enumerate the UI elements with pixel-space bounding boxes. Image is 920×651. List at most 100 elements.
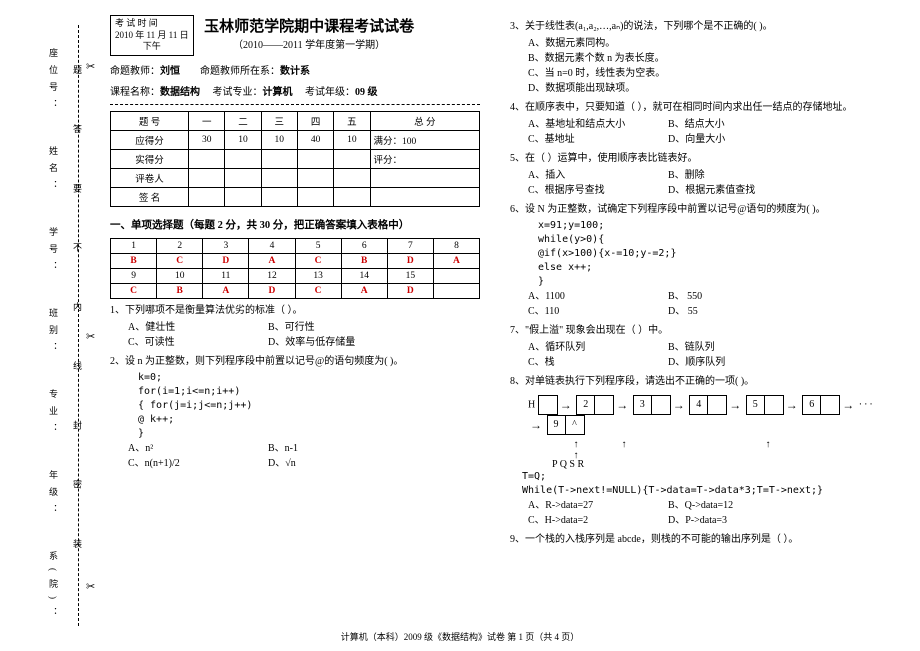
node: ^	[566, 416, 584, 434]
code-line: T=Q;	[522, 470, 880, 484]
cell: D	[387, 254, 433, 269]
teacher-line: 命题教师：刘恒 命题教师所在系：数计系	[110, 62, 480, 77]
label: 考试专业：	[213, 87, 263, 98]
cell: 10	[225, 131, 261, 150]
score-table: 题 号 一 二 三 四 五 总 分 应得分 30 10 10 40 10 满分：…	[110, 111, 480, 207]
cell: A	[203, 284, 249, 299]
pointer-names: P Q S R	[552, 459, 880, 470]
opt: D、向量大小	[668, 132, 808, 147]
code-line: @if(x>100){x-=10;y-=2;}	[538, 247, 880, 261]
opt: D、顺序队列	[668, 355, 808, 370]
question-4: 4、在顺序表中，只要知道（ ），就可在相同时间内求出任一结点的存储地址。	[510, 101, 880, 115]
cell: 10	[261, 131, 297, 150]
seal-line-text: 题 答 要 不 内 线 封 密 装	[71, 65, 84, 572]
header: 一	[189, 112, 225, 131]
cell: 40	[297, 131, 333, 150]
opt: A、循环队列	[528, 340, 668, 355]
code-line: @ k++;	[138, 413, 480, 427]
cell: B	[341, 254, 387, 269]
opt: B、数据元素个数 n 为表长度。	[528, 51, 880, 66]
exam-time-date: 2010 年 11 月 11 日	[115, 30, 189, 42]
code-line: }	[138, 427, 480, 441]
cell: 10	[157, 269, 203, 284]
node: 5	[747, 396, 765, 414]
cell: 6	[341, 239, 387, 254]
seal-line: 题 答 要 不 内 线 封 密 装	[60, 15, 95, 636]
opt: B、删除	[668, 168, 808, 183]
cell: 5	[295, 239, 341, 254]
cell: B	[111, 254, 157, 269]
opt: C、H->data=2	[528, 513, 668, 528]
opt: B、链队列	[668, 340, 808, 355]
code-line: While(T->next!=NULL){T->data=T->data*3;T…	[522, 484, 880, 498]
margin-label: 专业：	[47, 389, 60, 440]
cell: A	[249, 254, 295, 269]
margin-label: 座位号：	[47, 48, 60, 116]
cell: 15	[387, 269, 433, 284]
binding-margin: 座位号： 姓名： 学号： 班别： 专业： 年级： 系(院)：	[25, 15, 60, 636]
question-2: 2、设 n 为正整数，则下列程序段中前置以记号@的语句频度为( )。	[110, 355, 480, 369]
value: 数据结构	[160, 87, 200, 98]
exam-time-slot: 下午	[115, 41, 189, 53]
cell: 13	[295, 269, 341, 284]
value: 计算机	[263, 87, 293, 98]
cell: C	[295, 284, 341, 299]
exam-time-box: 考 试 时 间 2010 年 11 月 11 日 下午	[110, 15, 194, 56]
opt: A、数据元素同构。	[528, 36, 880, 51]
label: 课程名称：	[110, 87, 160, 98]
code-block: x=91;y=100; while(y>0){ @if(x>100){x-=10…	[538, 219, 880, 289]
opt: C、110	[528, 304, 668, 319]
cell: 12	[249, 269, 295, 284]
answer-table: 12345678 BCDACBDA 9101112131415 CBADCAD	[110, 238, 480, 299]
opt: B、 550	[668, 289, 808, 304]
header: 题 号	[111, 112, 189, 131]
cell: 14	[341, 269, 387, 284]
cell: 10	[334, 131, 370, 150]
label: 考试年级：	[305, 87, 355, 98]
margin-label: 姓名：	[47, 146, 60, 197]
page-footer: 计算机（本科）2009 级《数据结构》试卷 第 1 页（共 4 页）	[0, 630, 920, 643]
value: 刘恒	[160, 66, 180, 77]
question-9: 9、一个栈的入栈序列是 abcde，则栈的不可能的输出序列是（ ）。	[510, 533, 880, 547]
margin-label: 年级：	[47, 470, 60, 521]
cell: D	[387, 284, 433, 299]
cell: A	[341, 284, 387, 299]
opt: B、n-1	[268, 441, 408, 456]
margin-label: 学号：	[47, 227, 60, 278]
cell: 评分：	[370, 150, 479, 169]
code-line: for(i=1;i<=n;i++)	[138, 385, 480, 399]
value: 数计系	[280, 66, 310, 77]
opt: B、Q->data=12	[668, 498, 808, 513]
header: 四	[297, 112, 333, 131]
code-line: k=0;	[138, 371, 480, 385]
cell: C	[111, 284, 157, 299]
cell: B	[157, 284, 203, 299]
question-3: 3、关于线性表(a₁,a₂,…,aₙ)的说法，下列哪个是不正确的( )。	[510, 20, 880, 34]
opt: C、栈	[528, 355, 668, 370]
value: 09 级	[355, 87, 378, 98]
code-block: k=0; for(i=1;i<=n;i++) { for(j=i;j<=n;j+…	[138, 371, 480, 441]
node: 9	[548, 416, 566, 434]
course-line: 课程名称：数据结构 考试专业：计算机 考试年级：09 级	[110, 83, 480, 98]
cell: C	[157, 254, 203, 269]
opt: B、可行性	[268, 320, 408, 335]
cell	[433, 284, 479, 299]
cell: A	[433, 254, 479, 269]
code-line: }	[538, 275, 880, 289]
cell: 实得分	[111, 150, 189, 169]
header: 三	[261, 112, 297, 131]
opt: A、1100	[528, 289, 668, 304]
cell: D	[249, 284, 295, 299]
cell: D	[203, 254, 249, 269]
opt: C、基地址	[528, 132, 668, 147]
code-line: while(y>0){	[538, 233, 880, 247]
pointer-labels: ↑↑↑↑	[552, 439, 880, 461]
opt: A、基地址和结点大小	[528, 117, 668, 132]
cell: 应得分	[111, 131, 189, 150]
cell: 30	[189, 131, 225, 150]
cell: C	[295, 254, 341, 269]
label: 命题教师：	[110, 66, 160, 77]
page-subtitle: （2010——2011 学年度第一学期）	[204, 36, 414, 51]
opt: A、n²	[128, 441, 268, 456]
section-title: 一、单项选择题（每题 2 分，共 30 分，把正确答案填入表格中）	[110, 217, 480, 232]
